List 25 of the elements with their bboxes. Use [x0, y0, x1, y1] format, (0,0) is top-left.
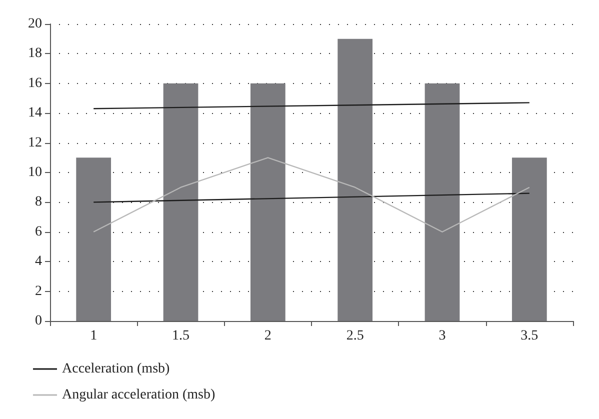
- y-tick-label: 10: [28, 165, 42, 180]
- y-tick-label: 14: [28, 106, 42, 121]
- legend-label: Acceleration (msb): [62, 362, 170, 376]
- y-tick-label: 8: [35, 194, 42, 210]
- y-tick-label: 0: [35, 314, 42, 328]
- x-tick-label: 3: [438, 328, 446, 344]
- y-tick-label: 2: [35, 284, 42, 299]
- bar: [338, 38, 373, 321]
- x-tick-label: 2.5: [346, 328, 364, 344]
- y-tick-label: 20: [28, 16, 42, 32]
- y-tick-label: 4: [35, 254, 42, 270]
- y-tick-label: 6: [35, 224, 42, 240]
- y-tick-label: 16: [28, 76, 42, 91]
- x-tick-label: 3.5: [520, 328, 538, 344]
- y-tick-label: 12: [28, 135, 42, 150]
- bar: [424, 83, 460, 321]
- bar: [76, 158, 112, 321]
- bar: [250, 83, 286, 321]
- y-tick-label: 18: [28, 46, 42, 62]
- x-tick-label: 1.5: [172, 328, 190, 344]
- legend-label: Angular acceleration (msb): [62, 388, 216, 402]
- bar: [163, 83, 198, 321]
- bar: [512, 158, 547, 321]
- x-tick-label: 2: [264, 328, 272, 344]
- x-tick-label: 1: [90, 328, 98, 344]
